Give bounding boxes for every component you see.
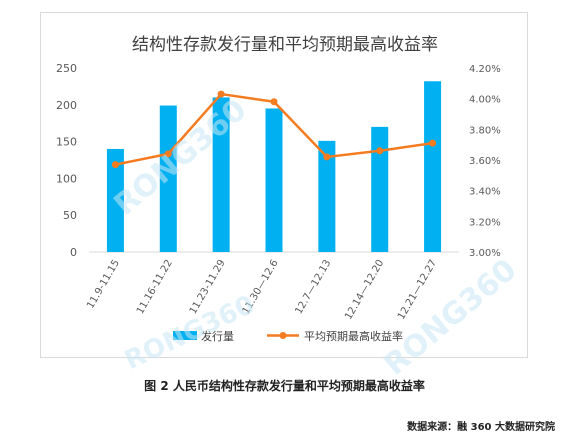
y-right-tick-label: 3.40% — [469, 187, 501, 198]
bar — [265, 108, 283, 252]
legend-bar-swatch — [173, 331, 197, 340]
x-tick-label: 11.16-11.22 — [135, 258, 175, 316]
figure-caption: 图 2 人民币结构性存款发行量和平均预期最高收益率 — [144, 379, 425, 393]
legend-line-label: 平均预期最高收益率 — [304, 329, 403, 343]
legend-line-marker — [279, 332, 287, 339]
bar — [318, 140, 336, 252]
legend-bar-label: 发行量 — [201, 329, 234, 343]
bar — [159, 105, 177, 252]
y-left-tick-label: 0 — [70, 246, 77, 259]
x-tick-label: 12.7—12.13 — [293, 258, 333, 316]
y-left-tick-label: 250 — [56, 62, 77, 75]
line-point — [111, 161, 119, 169]
y-left-tick-label: 50 — [63, 209, 77, 222]
line-point — [323, 153, 331, 161]
chart-frame: 结构性存款发行量和平均预期最高收益率 0 50 100 150 200 250 3.00% 3… — [40, 12, 528, 358]
x-tick-label: 11.30—12.6 — [241, 258, 281, 316]
bar — [424, 81, 442, 252]
line-point — [376, 147, 384, 155]
line-point — [429, 139, 437, 147]
y-left-tick-label: 150 — [56, 136, 77, 149]
line-point — [217, 90, 225, 98]
y-right-tick-label: 4.20% — [469, 64, 501, 75]
data-source: 数据来源：融 360 大数据研究院 — [407, 422, 555, 433]
x-tick-label: 12.21—12.27 — [396, 258, 439, 322]
bar — [371, 126, 389, 252]
combo-chart: 结构性存款发行量和平均预期最高收益率 0 50 100 150 200 250 3.00% 3… — [56, 35, 501, 343]
y-right-tick-label: 3.80% — [469, 125, 501, 136]
bar — [212, 97, 230, 252]
line-point — [164, 150, 172, 158]
y-right-tick-label: 3.00% — [469, 248, 501, 259]
x-tick-label: 11.9-11.15 — [85, 258, 122, 311]
x-tick-label: 11.23-11.29 — [188, 258, 228, 316]
chart-title: 结构性存款发行量和平均预期最高收益率 — [132, 35, 438, 55]
line-point — [270, 98, 278, 106]
y-right-tick-label: 3.20% — [469, 217, 501, 228]
chart-legend: 发行量 平均预期最高收益率 — [173, 329, 403, 343]
y-left-tick-label: 100 — [56, 172, 77, 185]
x-tick-label: 12.14—12.20 — [343, 258, 386, 322]
bar — [106, 148, 124, 252]
y-left-tick-label: 200 — [56, 99, 77, 112]
y-right-tick-label: 4.00% — [469, 95, 501, 106]
y-right-tick-label: 3.60% — [469, 156, 501, 167]
